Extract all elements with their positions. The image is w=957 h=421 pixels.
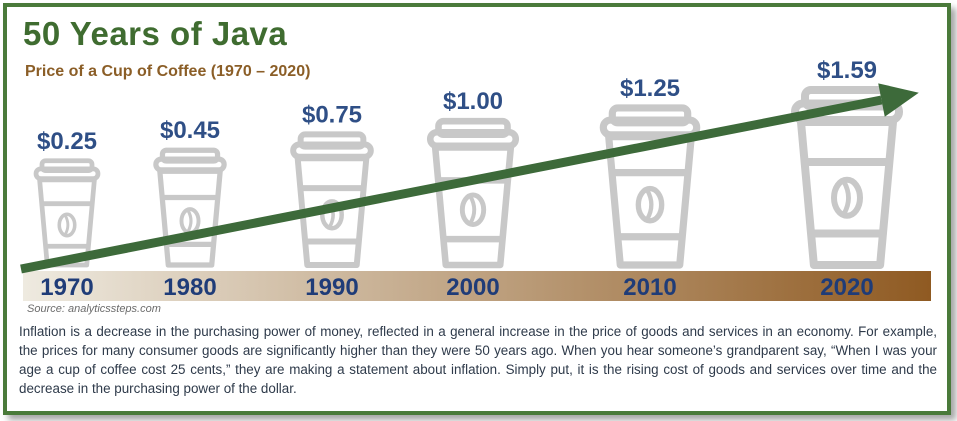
price-label: $0.45 xyxy=(160,117,220,144)
price-label: $0.75 xyxy=(302,101,362,128)
subtitle: Price of a Cup of Coffee (1970 – 2020) xyxy=(25,63,311,80)
description-text: Inflation is a decrease in the purchasin… xyxy=(19,324,937,396)
coffee-cup-icon xyxy=(153,147,227,268)
trend-arrow-icon xyxy=(20,83,919,274)
labels-layer: $0.25 1970 $0.45 1980 $0.75 1990 $1.00 2000 $1.2… xyxy=(37,57,877,301)
coffee-cup-icon xyxy=(426,117,520,269)
year-label: 2000 xyxy=(446,274,499,301)
coffee-cup-icon xyxy=(33,158,101,268)
coffee-cup-icon xyxy=(599,104,701,269)
price-label: $1.59 xyxy=(817,57,877,84)
year-label: 1980 xyxy=(163,274,216,301)
page-title: 50 Years of Java xyxy=(23,15,288,52)
price-label: $1.00 xyxy=(443,88,503,115)
coffee-bean-icon xyxy=(179,207,201,235)
coffee-price-chart: $0.25 1970 $0.45 1980 $0.75 1990 $1.00 2000 $1.2… xyxy=(20,57,931,301)
year-label: 2020 xyxy=(820,274,873,301)
price-label: $0.25 xyxy=(37,128,97,155)
coffee-bean-icon xyxy=(831,176,863,219)
timeline-bar xyxy=(23,271,931,301)
coffee-bean-icon xyxy=(459,192,487,228)
year-label: 2010 xyxy=(623,274,676,301)
year-label: 1990 xyxy=(305,274,358,301)
infographic-frame: $0.25 1970 $0.45 1980 $0.75 1990 $1.00 2000 $1.2… xyxy=(3,3,951,415)
coffee-bean-icon xyxy=(635,185,665,224)
source-note: Source: analyticssteps.com xyxy=(27,303,161,315)
cups-layer xyxy=(33,86,903,269)
year-label: 1970 xyxy=(40,274,93,301)
coffee-bean-icon xyxy=(57,212,77,238)
price-label: $1.25 xyxy=(620,75,680,102)
